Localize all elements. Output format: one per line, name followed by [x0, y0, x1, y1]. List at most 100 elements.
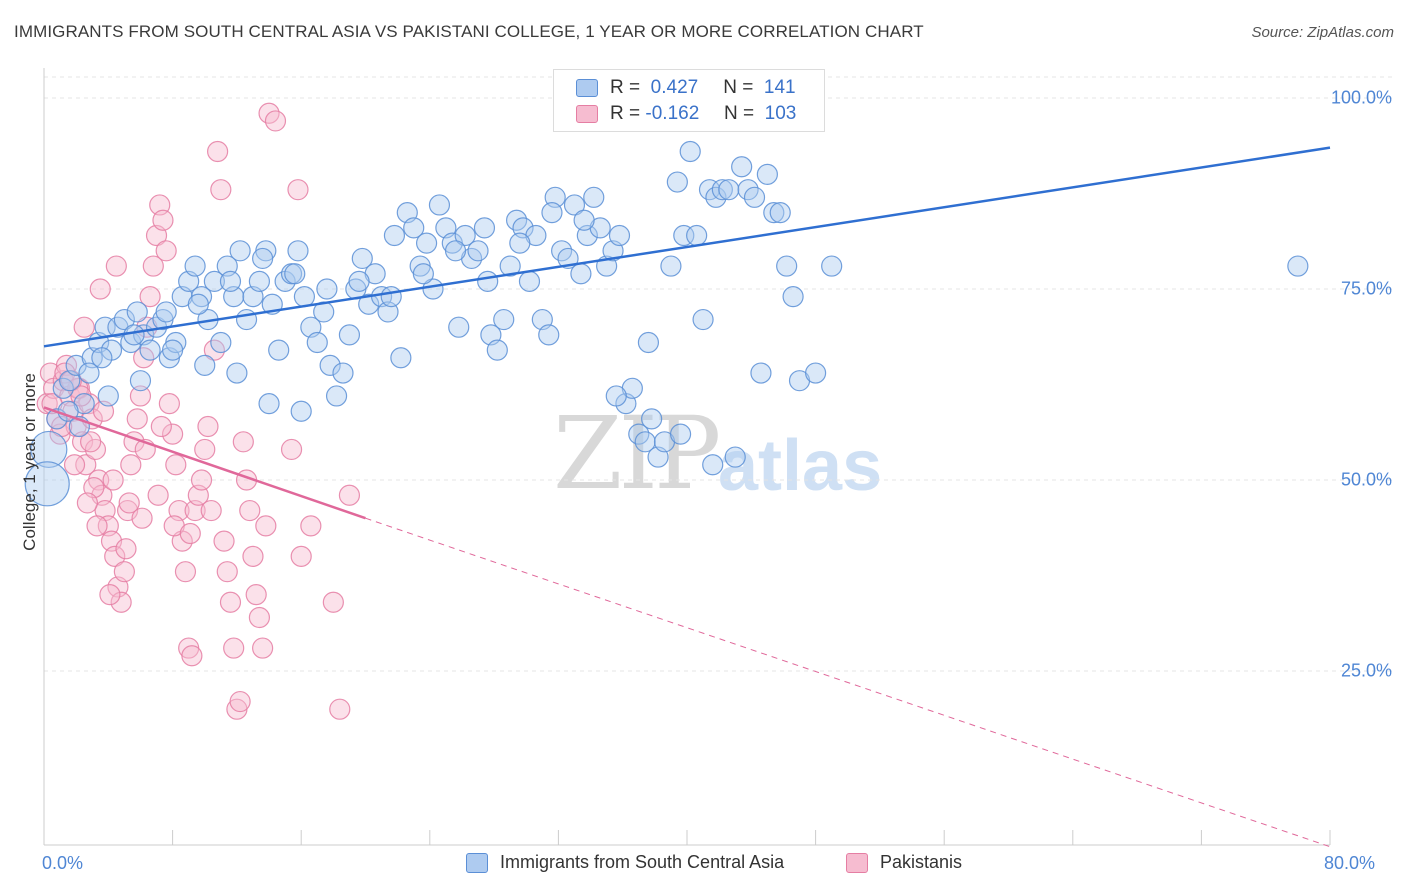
south-central-asia-point	[641, 408, 663, 430]
n-label: N =	[723, 103, 755, 124]
south-central-asia-point	[573, 209, 595, 231]
south-central-asia-point	[268, 339, 290, 361]
south-central-asia-point	[290, 400, 312, 422]
south-central-asia-point	[390, 347, 412, 369]
pakistanis-point	[115, 538, 137, 560]
south-central-asia-point	[316, 278, 338, 300]
pakistanis-point	[239, 499, 261, 522]
south-central-asia-point	[518, 270, 541, 292]
trend-lines	[43, 146, 1331, 848]
south-central-asia-point	[219, 270, 242, 292]
pakistanis-point	[142, 255, 164, 277]
south-central-asia-point	[724, 446, 746, 468]
south-central-asia-point	[113, 308, 135, 331]
south-central-asia-point	[821, 255, 843, 277]
legend-row-pink: R = -0.162 N = 103	[576, 102, 796, 126]
correlation-legend: R = 0.427 N = 141 R = -0.162 N = 103	[553, 69, 825, 132]
south-central-asia-point	[776, 255, 798, 277]
south-central-asia-point	[499, 255, 521, 277]
y-axis-label: College, 1 year or more	[20, 373, 39, 551]
south-central-asia-points	[24, 140, 1309, 507]
pakistanis-point	[76, 492, 99, 514]
south-central-asia-point	[804, 362, 827, 384]
south-central-asia-point	[187, 293, 209, 315]
south-central-asia-point	[583, 186, 605, 208]
south-central-asia-point	[608, 224, 631, 247]
pakistanis-point	[219, 591, 242, 613]
south-central-asia-point	[319, 354, 341, 376]
south-central-asia-point	[229, 240, 251, 262]
south-central-asia-point	[660, 255, 682, 277]
south-central-asia-point	[769, 202, 791, 224]
pakistanis-point	[232, 431, 254, 453]
r-label: R =	[610, 103, 641, 124]
south-central-asia-point	[686, 224, 708, 247]
south-central-asia-point	[448, 316, 470, 338]
pakistanis-points	[36, 102, 361, 720]
south-central-asia-point	[679, 140, 701, 163]
pakistanis-point	[179, 522, 201, 545]
n-value: 141	[763, 77, 796, 98]
pakistanis-point	[287, 179, 309, 201]
pakistanis-point	[190, 469, 213, 491]
south-central-asia-point	[184, 255, 206, 277]
pakistanis-point	[181, 645, 203, 667]
south-central-asia-point	[210, 331, 232, 354]
x-tick-label-max: 80.0%	[1324, 853, 1376, 873]
pakistanis-point	[152, 209, 174, 231]
south-central-asia-point	[509, 232, 531, 254]
series2-label: Pakistanis	[880, 852, 963, 872]
pakistanis-point	[86, 515, 108, 537]
south-central-asia-point	[226, 362, 248, 384]
pakistanis-point	[158, 393, 180, 415]
pink-swatch	[846, 852, 868, 873]
south-central-asia-point	[332, 362, 354, 384]
south-central-asia-point	[258, 393, 280, 415]
south-central-asia-point	[718, 179, 740, 201]
pakistanis-point	[120, 454, 142, 476]
pink-trend-line	[43, 406, 366, 520]
south-central-asia-point	[702, 454, 724, 476]
pakistanis-point	[245, 583, 267, 606]
south-central-asia-point	[412, 263, 434, 285]
pakistanis-point	[322, 591, 344, 613]
pakistanis-point	[113, 561, 135, 583]
pakistanis-point	[126, 408, 148, 430]
pakistanis-point	[280, 438, 303, 461]
south-central-asia-point	[129, 370, 152, 392]
south-central-asia-point	[235, 308, 258, 331]
south-central-asia-point	[477, 270, 499, 292]
pakistanis-point	[150, 415, 172, 438]
y-tick-label-25: 25.0%	[1340, 660, 1392, 681]
south-central-asia-point	[383, 224, 406, 247]
pakistanis-point	[197, 415, 219, 438]
south-central-asia-point	[563, 194, 586, 216]
south-central-asia-point	[538, 324, 560, 346]
south-central-asia-point	[380, 286, 402, 308]
south-central-asia-point	[97, 385, 119, 407]
south-central-asia-point	[91, 347, 113, 369]
pakistanis-point	[248, 606, 271, 629]
blue-swatch	[466, 852, 488, 873]
south-central-asia-point	[162, 339, 184, 361]
south-central-asia-point	[348, 270, 370, 292]
pakistanis-point	[102, 469, 124, 491]
south-central-asia-point	[358, 293, 380, 315]
south-central-asia-point	[711, 179, 733, 201]
south-central-asia-point	[30, 430, 68, 469]
south-central-asia-point	[403, 217, 425, 239]
y-tick-label-75: 75.0%	[1340, 278, 1392, 299]
south-central-asia-point	[203, 270, 225, 292]
south-central-asia-point	[252, 247, 274, 270]
blue-swatch	[576, 79, 598, 97]
r-value: 0.427	[650, 77, 699, 98]
pakistanis-point	[63, 454, 86, 476]
south-central-asia-point	[454, 224, 476, 247]
south-central-asia-point	[24, 461, 70, 507]
south-central-asia-point	[1287, 255, 1309, 277]
south-central-asia-point	[541, 202, 563, 224]
pakistanis-point	[105, 255, 127, 277]
pakistanis-point	[139, 286, 161, 308]
south-central-asia-point	[293, 286, 316, 308]
bottom-legend-series1: Immigrants from South Central Asia	[466, 852, 784, 873]
